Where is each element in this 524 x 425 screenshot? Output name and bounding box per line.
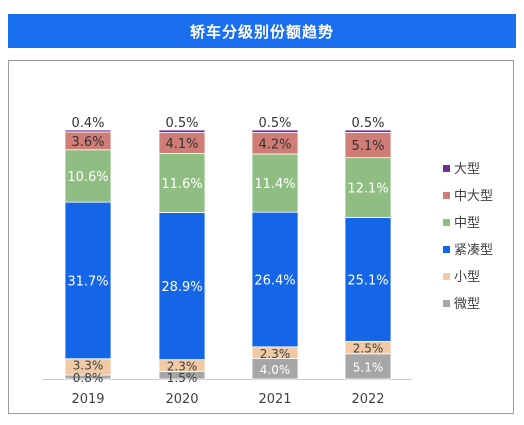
data-label: 5.1% <box>353 360 384 374</box>
data-label: 0.8% <box>73 371 104 385</box>
bar-segment <box>344 129 392 133</box>
legend-swatch <box>443 192 450 199</box>
bar-segment <box>344 353 392 380</box>
legend-swatch <box>443 273 450 280</box>
legend-label: 小型 <box>454 270 480 285</box>
legend-label: 中型 <box>454 216 480 231</box>
data-label: 4.2% <box>258 137 291 152</box>
data-label: 25.1% <box>347 273 388 288</box>
chart-frame <box>8 60 514 414</box>
legend-label: 中大型 <box>454 189 493 204</box>
data-label: 3.3% <box>73 359 104 373</box>
data-label: 1.5% <box>167 371 198 385</box>
legend-label: 微型 <box>454 297 480 312</box>
data-label: 31.7% <box>67 274 108 289</box>
data-label: 12.1% <box>347 182 388 197</box>
bar-segment <box>251 129 299 133</box>
data-label: 4.1% <box>165 137 198 152</box>
bar-segment <box>158 212 206 361</box>
x-tick-label: 2021 <box>258 392 291 407</box>
bar-segment <box>64 149 112 203</box>
bar-segment <box>344 217 392 342</box>
chart-title: 轿车分级别份额趋势 <box>189 22 334 41</box>
data-label: 2.3% <box>260 347 291 361</box>
bar-segment <box>158 129 206 133</box>
data-label: 11.6% <box>161 177 202 192</box>
legend-label: 紧凑型 <box>454 243 493 258</box>
bar-segment <box>251 211 299 348</box>
x-tick-label: 2019 <box>71 392 104 407</box>
legend-swatch <box>443 165 450 172</box>
data-label: 0.5% <box>351 116 384 131</box>
data-label: 5.1% <box>351 139 384 154</box>
data-label: 4.0% <box>260 363 291 377</box>
data-label: 0.4% <box>71 116 104 131</box>
data-label: 2.5% <box>353 341 384 355</box>
data-label: 2.3% <box>167 360 198 374</box>
legend-swatch <box>443 246 450 253</box>
bar-segment <box>64 129 112 133</box>
x-tick-label: 2020 <box>165 392 198 407</box>
data-label: 0.5% <box>165 116 198 131</box>
data-label: 3.6% <box>71 135 104 150</box>
data-label: 28.9% <box>161 280 202 295</box>
data-label: 26.4% <box>254 274 295 289</box>
chart-title-bar: 轿车分级别份额趋势 <box>8 14 516 48</box>
data-label: 0.5% <box>258 116 291 131</box>
data-label: 11.4% <box>254 177 295 192</box>
bar-segment <box>64 201 112 360</box>
legend-swatch <box>443 300 450 307</box>
x-tick-label: 2022 <box>351 392 384 407</box>
legend-swatch <box>443 219 450 226</box>
bar-segment <box>344 132 392 159</box>
data-label: 10.6% <box>67 170 108 185</box>
legend-label: 大型 <box>454 162 480 177</box>
